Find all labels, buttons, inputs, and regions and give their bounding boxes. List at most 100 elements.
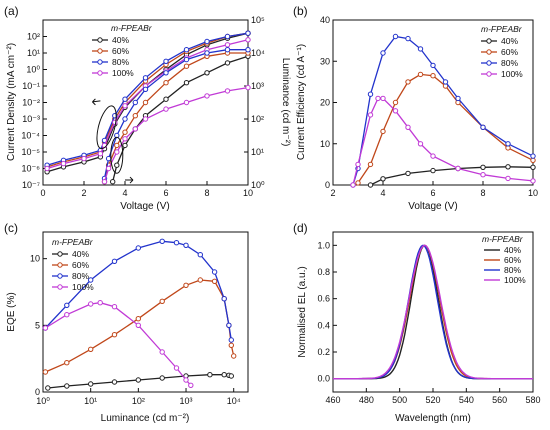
eqe-60pct-point <box>183 282 189 288</box>
jv-80pct-point <box>163 58 169 64</box>
lv-40pct-point <box>122 142 128 149</box>
lv-40pct-line <box>112 55 249 182</box>
eqe-40pct-point <box>64 383 70 389</box>
panel-d-plot: 460 480 500 520 540 560 580 0.0 0.2 0.4 0.6 0.8 1.0 <box>317 240 540 405</box>
eqe-80pct-point <box>226 322 232 328</box>
y-tick-label: 10⁻¹ <box>22 81 40 91</box>
ce-80pct-point <box>392 33 399 40</box>
legend-marker-40pct <box>57 251 63 257</box>
jv-100pct-point <box>44 165 50 172</box>
legend-label-40pct: 40% <box>72 249 89 259</box>
eqe-100pct-point <box>159 349 165 355</box>
legend-marker-40pct <box>97 37 103 43</box>
legend-marker-100pct <box>97 70 103 76</box>
jv-80pct-point <box>142 75 149 81</box>
ce-40pct-line <box>370 166 534 186</box>
ce-100pct-point <box>367 112 374 118</box>
eqe-100pct-point <box>88 301 94 307</box>
eqe-100pct-point <box>42 325 49 331</box>
lv-80pct-point <box>105 155 112 162</box>
x-tick-label: 520 <box>425 395 440 405</box>
x-tick-label: 10 <box>528 188 538 198</box>
eqe-80pct-point <box>135 245 142 251</box>
panel-a-ylabel: Current Density (mA cm⁻²) <box>6 43 17 161</box>
y2-tick-label: 10³ <box>251 81 264 91</box>
ce-100pct-point <box>392 108 399 114</box>
y2-tick-label: 10² <box>251 114 264 124</box>
y-tick-label: 0 <box>325 180 330 190</box>
panel-a-legend-title: m-FPEABr <box>111 23 153 33</box>
lv-40pct-point <box>204 70 210 76</box>
panel-c-legend-title: m-FPEABr <box>52 237 94 247</box>
y-tick-label: 40 <box>320 15 330 25</box>
eqe-80pct-point <box>159 238 165 245</box>
eqe-40pct-point <box>111 379 118 385</box>
eqe-80pct-point <box>88 277 94 283</box>
panel-d-legend: m-FPEABr 40%60%80%100% <box>482 234 526 285</box>
ce-100pct-point <box>350 182 356 188</box>
ce-40pct-point <box>405 170 411 177</box>
panel-c-label: (c) <box>4 221 18 235</box>
legend-label-40pct: 40% <box>112 35 129 45</box>
legend-marker-40pct <box>486 38 492 44</box>
ce-80pct-point <box>442 79 449 85</box>
legend-marker-80pct <box>97 59 103 65</box>
eqe-80pct-point <box>197 252 204 258</box>
x-tick-label: 580 <box>525 395 540 405</box>
jv-annotation-ellipse <box>96 105 117 150</box>
ce-100pct-point <box>417 141 424 147</box>
ce-80pct-point <box>417 46 424 52</box>
legend-marker-60pct <box>486 49 492 55</box>
eqe-80pct-point <box>64 302 70 308</box>
panel-c-xlabel: Luminance (cd m⁻²) <box>101 413 190 424</box>
ce-100pct-point <box>355 161 361 168</box>
ce-80pct-point <box>430 62 436 69</box>
eqe-60pct-point <box>111 332 118 338</box>
eqe-80pct-point <box>183 242 189 249</box>
x-tick-label: 4 <box>122 188 127 198</box>
lv-100pct-point <box>132 126 139 132</box>
panel-a-legend-entries: 40%60%80%100% <box>92 35 134 78</box>
x-tick-label: 8 <box>204 188 209 198</box>
jv-100pct-point <box>122 103 128 109</box>
ce-40pct-point <box>480 164 486 171</box>
ce-80pct-point <box>455 95 461 102</box>
eqe-60pct-point <box>135 316 142 322</box>
y-tick-label: 20 <box>320 98 330 108</box>
lv-80pct-point <box>122 116 128 122</box>
eqe-60pct-point <box>42 369 49 375</box>
jv-100pct-point <box>60 160 67 167</box>
panel-b: (b) Voltage (V) Current Efficiency (cd A… <box>293 4 538 212</box>
panel-c-ylabel: EQE (%) <box>6 292 17 331</box>
panel-a: (a) Voltage (V) Current Density (mA cm⁻²… <box>4 4 291 212</box>
legend-label-80pct: 80% <box>72 271 89 281</box>
lv-80pct-point <box>204 50 210 56</box>
eqe-60pct-point <box>64 360 70 366</box>
legend-marker-80pct <box>57 273 63 279</box>
panel-a-plot: 0 2 4 6 8 10 10⁻⁷ 10⁻⁶ 10⁻⁵ 10⁻⁴ 10⁻³ 10⁻² 10⁻¹ 10⁰ 10… <box>21 15 265 198</box>
lv-100pct-point <box>163 106 169 112</box>
eqe-60pct-point <box>231 353 237 359</box>
eqe-40pct-point <box>207 372 213 378</box>
x-tick-label: 6 <box>430 188 435 198</box>
ce-40pct-point <box>505 164 511 170</box>
x-tick-label: 0 <box>40 188 45 198</box>
eqe-100pct-point <box>64 312 70 318</box>
panel-a-legend: m-FPEABr 40%60%80%100% <box>92 23 153 78</box>
y-tick-label: 10² <box>27 32 40 42</box>
panel-d: (d) Wavelength (nm) Normalised EL (a.u.)… <box>293 221 541 424</box>
panel-b-plot: 2 4 6 8 10 0 10 20 30 40 <box>320 15 538 198</box>
panel-a-label: (a) <box>4 4 19 18</box>
jv-80pct-point <box>183 47 190 53</box>
y-tick-label: 0.0 <box>317 374 330 384</box>
ce-100pct-point <box>405 124 411 131</box>
x-tick-label: 6 <box>163 188 168 198</box>
ce-40pct-point <box>380 176 386 182</box>
legend-label-60pct: 60% <box>72 260 89 270</box>
panel-d-ylabel: Normalised EL (a.u.) <box>297 266 308 357</box>
y2-tick-label: 10⁴ <box>251 48 265 58</box>
lv-100pct-point <box>114 149 120 155</box>
y-tick-label: 5 <box>35 320 40 330</box>
legend-label-60pct: 60% <box>504 255 521 265</box>
